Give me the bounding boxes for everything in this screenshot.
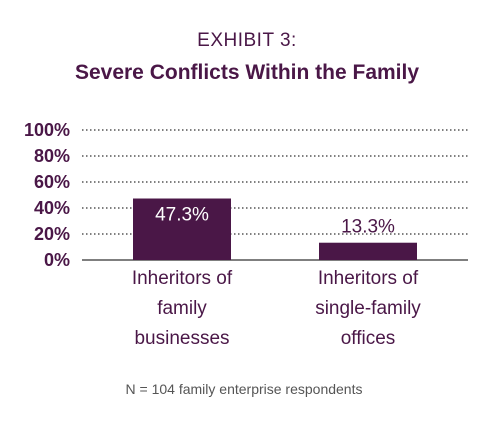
y-tick-label: 40% [34,198,70,218]
data-labels: 47.3% 13.3% [155,205,395,238]
bar [133,198,231,260]
bars [133,198,417,260]
category-label: Inheritors of [318,268,419,289]
category-label: single-family [315,298,421,319]
chart-title: Severe Conflicts Within the Family [75,61,419,84]
category-label: offices [341,328,396,349]
exhibit-label: EXHIBIT 3: [197,30,297,51]
y-tick-label: 60% [34,172,70,192]
data-label: 47.3% [155,205,209,226]
data-label: 13.3% [341,217,395,238]
footnote: N = 104 family enterprise respondents [126,381,363,397]
y-axis-ticks: 100% 80% 60% 40% 20% 0% [24,120,70,270]
y-tick-label: 80% [34,146,70,166]
y-tick-label: 0% [44,250,70,270]
category-label: businesses [134,328,229,349]
y-tick-label: 20% [34,224,70,244]
category-label: Inheritors of [132,268,233,289]
category-label: family [157,298,207,319]
y-tick-label: 100% [24,120,70,140]
bar [319,242,417,260]
category-labels: Inheritors of family businesses Inheritors … [132,268,421,349]
